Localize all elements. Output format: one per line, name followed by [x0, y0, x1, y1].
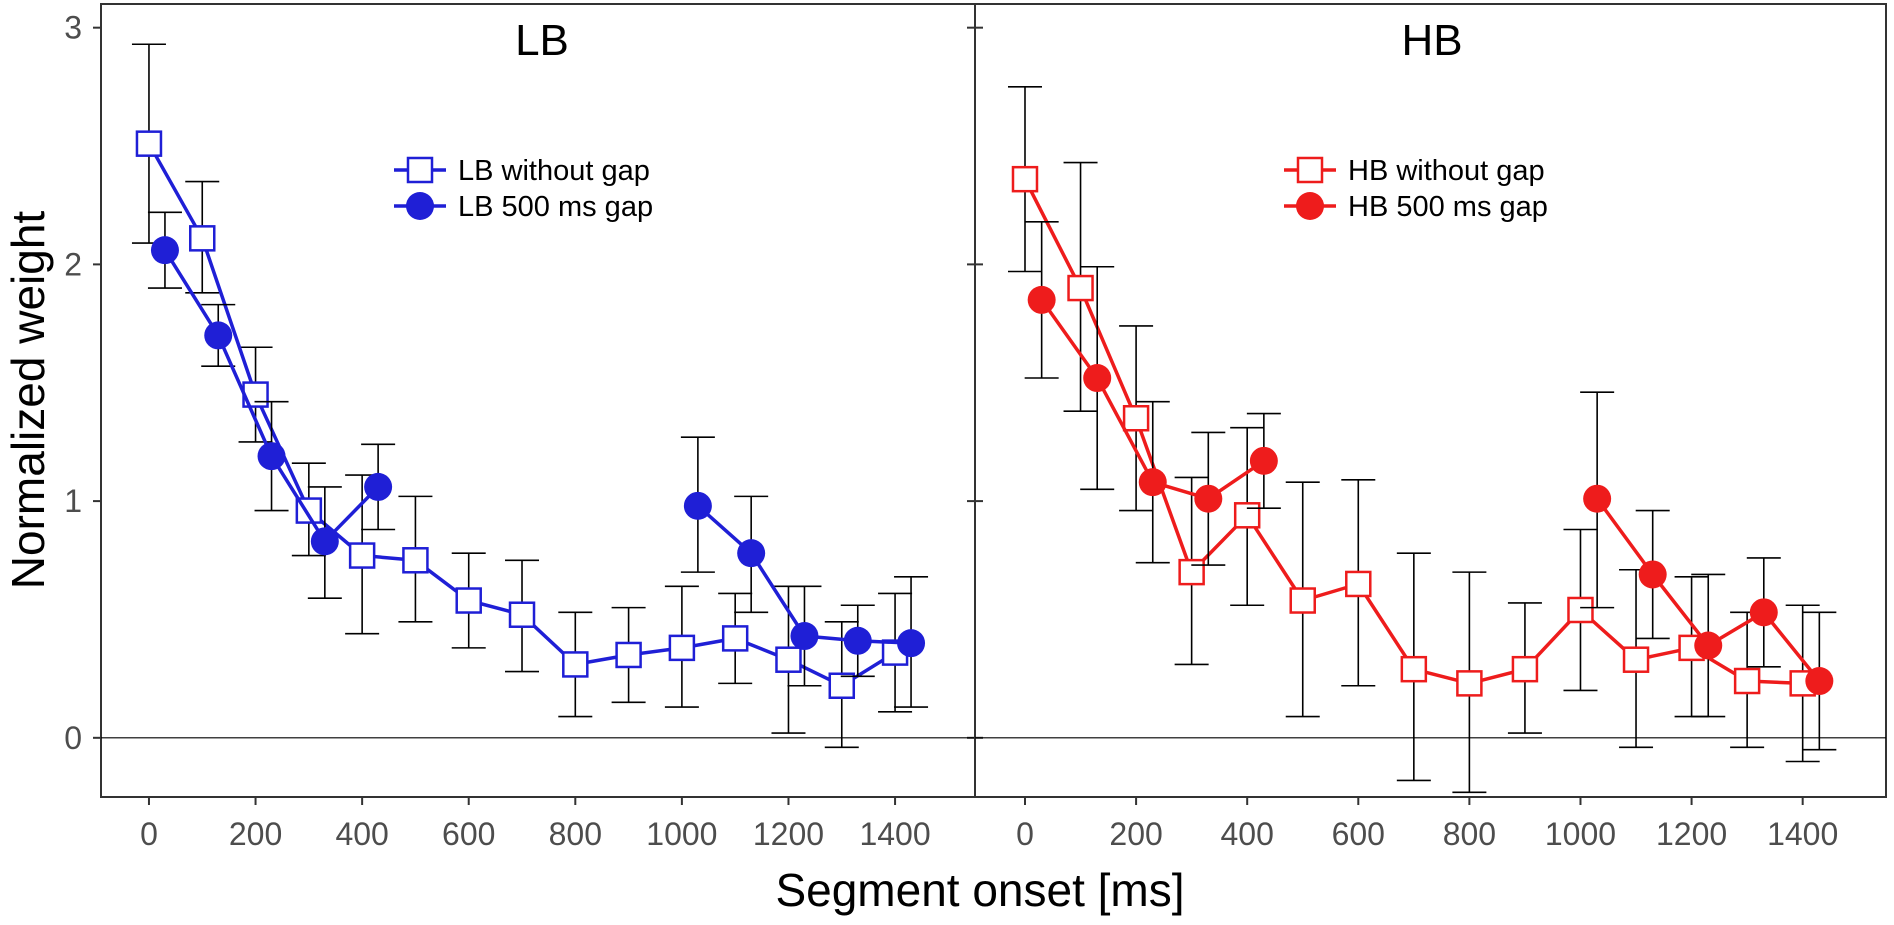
y-tick-label: 2 — [64, 246, 82, 282]
data-point-circle — [310, 527, 339, 556]
data-point-circle — [364, 472, 393, 501]
data-point-circle — [843, 626, 872, 655]
panel-title: LB — [515, 16, 569, 65]
data-point-circle — [1583, 484, 1612, 513]
legend-label: LB without gap — [458, 155, 650, 187]
data-point-circle — [1083, 364, 1112, 393]
panel-title: HB — [1401, 16, 1462, 65]
data-point-square — [135, 130, 163, 157]
data-point-square — [1011, 165, 1039, 193]
data-point-square — [1122, 405, 1150, 432]
legend-marker-circle — [1296, 192, 1324, 220]
data-point-circle — [1138, 468, 1167, 497]
x-tick-label: 600 — [442, 816, 495, 852]
panel-hb: HB HB without gap HB 500 ms gap — [974, 3, 1887, 798]
x-axis: 0 200 400 600 800 1000 1200 1400 0 200 400 600 800 10… — [140, 797, 1838, 852]
legend-entry: LB without gap — [394, 155, 650, 187]
y-axis: 0 1 2 3 — [64, 10, 983, 756]
legend-marker-square — [1296, 156, 1324, 184]
y-tick-label: 1 — [64, 483, 82, 519]
x-tick-label: 800 — [1443, 816, 1496, 852]
y-tick-label: 3 — [64, 10, 82, 46]
legend-marker-square — [406, 156, 434, 184]
x-tick-label: 1200 — [1656, 816, 1727, 852]
legend-entry: HB without gap — [1284, 155, 1545, 187]
data-point-circle — [1638, 560, 1667, 589]
data-point-square — [1400, 655, 1428, 683]
data-point-circle — [1805, 667, 1834, 696]
legend-label: HB 500 ms gap — [1348, 191, 1548, 223]
data-point-square — [1511, 655, 1539, 683]
data-point-square — [828, 672, 856, 699]
data-point-circle — [1694, 631, 1723, 660]
x-tick-label: 1400 — [859, 816, 930, 852]
data-point-square — [1289, 587, 1316, 614]
x-tick-label: 200 — [1109, 816, 1162, 852]
data-point-circle — [1027, 285, 1056, 314]
legend-label: LB 500 ms gap — [458, 191, 653, 223]
data-point-circle — [737, 539, 766, 568]
data-point-square — [1067, 274, 1094, 302]
legend-label: HB without gap — [1348, 155, 1545, 187]
data-point-square — [1233, 502, 1261, 529]
x-tick-label: 200 — [229, 816, 282, 852]
data-point-square — [1733, 667, 1761, 695]
y-tick-label: 0 — [64, 720, 82, 756]
data-point-circle — [204, 321, 233, 350]
panel-border — [974, 3, 1887, 798]
data-point-circle — [150, 236, 179, 265]
x-tick-label: 600 — [1332, 816, 1385, 852]
data-point-square — [348, 542, 376, 569]
data-point-circle — [897, 629, 926, 658]
data-point-circle — [1194, 484, 1223, 513]
data-point-square — [1345, 570, 1372, 598]
data-point-square — [668, 634, 696, 662]
x-tick-label: 0 — [1016, 816, 1034, 852]
data-point-square — [402, 547, 429, 574]
data-point-circle — [683, 491, 712, 520]
data-point-square — [562, 651, 589, 678]
data-point-square — [1456, 670, 1483, 697]
data-point-square — [1622, 646, 1650, 673]
legend-marker-circle — [406, 192, 434, 220]
data-point-circle — [790, 622, 819, 651]
panel-lb: LB LB without gap LB 500 ms gap — [100, 3, 976, 798]
data-point-square — [508, 601, 536, 628]
x-tick-label: 1200 — [753, 816, 824, 852]
data-point-square — [721, 625, 749, 652]
data-point-circle — [1249, 446, 1278, 475]
data-point-square — [189, 225, 216, 252]
x-tick-label: 400 — [335, 816, 388, 852]
data-point-square — [455, 587, 482, 614]
data-point-square — [615, 641, 642, 669]
data-point-square — [1178, 558, 1205, 586]
legend-entry: LB 500 ms gap — [394, 191, 653, 223]
y-axis-title: Normalized weight — [2, 211, 54, 590]
x-axis-title: Segment onset [ms] — [775, 864, 1184, 916]
data-point-circle — [1749, 598, 1778, 627]
data-point-square — [775, 646, 802, 673]
data-point-circle — [257, 442, 286, 471]
legend-entry: HB 500 ms gap — [1284, 191, 1548, 223]
x-tick-label: 0 — [140, 816, 158, 852]
x-tick-label: 1000 — [1545, 816, 1616, 852]
x-tick-label: 800 — [549, 816, 602, 852]
x-tick-label: 1400 — [1767, 816, 1838, 852]
x-tick-label: 400 — [1220, 816, 1273, 852]
x-tick-label: 1000 — [646, 816, 717, 852]
data-point-square — [1567, 596, 1594, 624]
